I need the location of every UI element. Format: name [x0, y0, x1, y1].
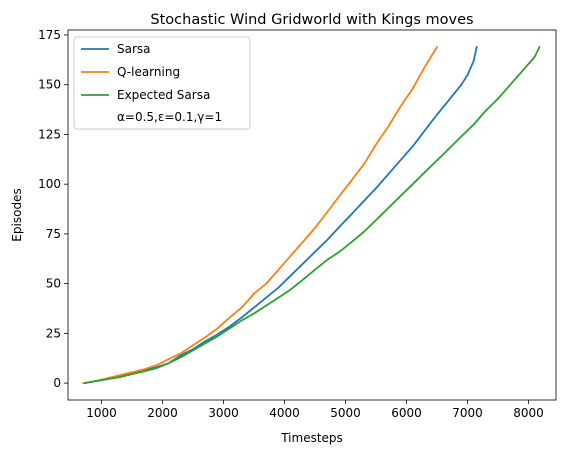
legend-parameters: α=0.5,ε=0.1,γ=1	[117, 110, 222, 124]
y-tick-label: 0	[53, 376, 61, 390]
legend: Sarsa Q-learning Expected Sarsa α=0.5,ε=…	[73, 36, 251, 130]
y-tick-label: 75	[46, 227, 61, 241]
legend-label-q-learning: Q-learning	[117, 65, 180, 79]
x-tick-label: 3000	[208, 406, 239, 420]
x-axis: 1000 2000 3000 4000 5000 6000 7000 8000	[86, 400, 544, 420]
x-tick-label: 6000	[391, 406, 422, 420]
y-tick-label: 100	[38, 177, 61, 191]
y-tick-label: 125	[38, 127, 61, 141]
x-tick-label: 5000	[330, 406, 361, 420]
x-tick-label: 1000	[86, 406, 117, 420]
series-line-expected-sarsa	[83, 46, 541, 385]
plot-frame	[67, 29, 557, 401]
y-tick-label: 25	[46, 326, 61, 340]
series-lines	[82, 46, 541, 385]
chart-title: Stochastic Wind Gridworld with Kings mov…	[150, 12, 473, 28]
series-line-sarsa	[83, 46, 478, 385]
x-tick-label: 8000	[513, 406, 544, 420]
series-line-q-learning	[82, 46, 439, 385]
legend-box	[73, 36, 251, 130]
y-tick-label: 175	[38, 28, 61, 42]
x-axis-label: Timesteps	[280, 431, 343, 445]
y-axis-label: Episodes	[10, 188, 24, 241]
y-tick-label: 150	[38, 78, 61, 92]
y-tick-label: 50	[46, 277, 61, 291]
legend-label-sarsa: Sarsa	[117, 42, 151, 56]
legend-label-expected-sarsa: Expected Sarsa	[117, 88, 210, 102]
x-tick-label: 2000	[147, 406, 178, 420]
y-axis: 0 25 50 75 100 125 150 175	[38, 28, 68, 390]
x-tick-label: 4000	[269, 406, 300, 420]
x-tick-label: 7000	[452, 406, 483, 420]
